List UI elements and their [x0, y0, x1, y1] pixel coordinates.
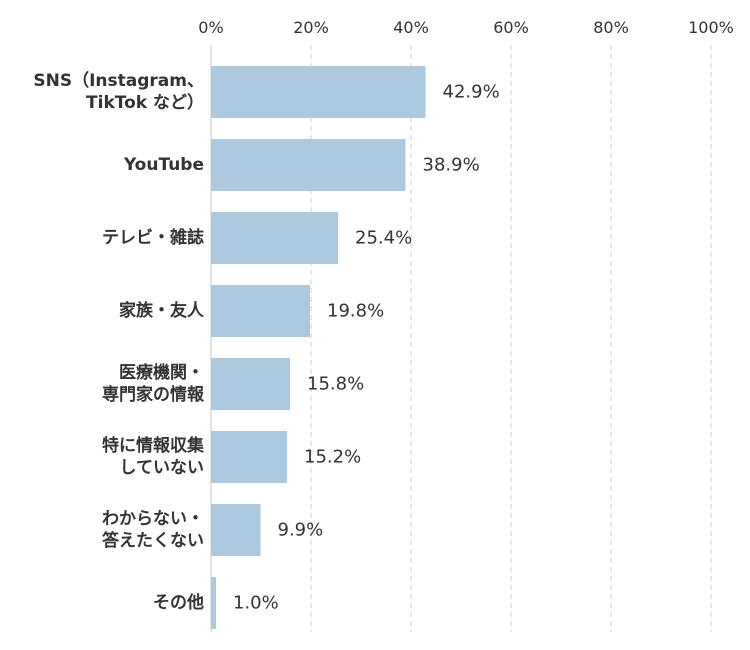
category-label-line: していない — [120, 458, 205, 478]
x-tick-label: 100% — [688, 18, 734, 37]
category-label-line: 答えたくない — [102, 530, 204, 551]
value-label: 15.8% — [307, 374, 364, 395]
bar — [211, 285, 310, 337]
category-labels: SNS（Instagram、 TikTok など） YouTube テレビ・雑誌家族・… — [33, 70, 205, 613]
category-label: SNS（Instagram、 TikTok など） — [33, 70, 204, 113]
category-label-line: 家族・友人 — [119, 300, 205, 321]
category-label-line: テレビ・雑誌 — [102, 227, 204, 248]
x-tick-label: 80% — [593, 18, 629, 37]
category-label-line: わからない・ — [102, 509, 204, 529]
category-label-line: SNS（Instagram、 — [33, 70, 204, 91]
x-tick-label: 20% — [293, 18, 329, 37]
bar — [211, 577, 216, 629]
category-label: わからない・答えたくない — [102, 509, 204, 551]
value-labels: 42.9% 38.9% 25.4% 19.8% 15.8% 15.2% 9.9% 1.0% — [233, 82, 500, 614]
value-label: 42.9% — [443, 82, 500, 103]
category-label: YouTube — [123, 155, 204, 175]
value-label: 19.8% — [327, 301, 384, 322]
category-label-line: 医療機関・ — [119, 362, 204, 383]
bar — [211, 358, 290, 410]
x-axis-ticks: 0% 20% 40% 60% 80% 100% — [198, 18, 734, 37]
category-label: 家族・友人 — [119, 300, 205, 321]
category-label-line: YouTube — [123, 155, 204, 175]
category-label-line: その他 — [153, 592, 204, 613]
bar — [211, 431, 287, 483]
bar — [211, 139, 406, 191]
value-label: 38.9% — [423, 155, 480, 176]
bar — [211, 504, 261, 556]
value-label: 15.2% — [304, 447, 361, 468]
category-label-line: TikTok など） — [86, 92, 204, 113]
category-label-line: 特に情報収集 — [102, 435, 205, 456]
category-label: 医療機関・専門家の情報 — [102, 362, 205, 405]
category-label-line: 専門家の情報 — [102, 384, 205, 405]
value-label: 9.9% — [278, 520, 324, 541]
category-label: テレビ・雑誌 — [102, 227, 204, 248]
value-label: 25.4% — [355, 228, 412, 249]
x-tick-label: 60% — [493, 18, 529, 37]
x-tick-label: 0% — [198, 18, 223, 37]
bars — [211, 66, 426, 629]
category-label: その他 — [153, 592, 204, 613]
bar — [211, 66, 426, 118]
value-label: 1.0% — [233, 593, 279, 614]
category-label: 特に情報収集していない — [102, 435, 205, 478]
grid-lines — [310, 45, 712, 632]
x-tick-label: 40% — [393, 18, 429, 37]
bar — [211, 212, 338, 264]
